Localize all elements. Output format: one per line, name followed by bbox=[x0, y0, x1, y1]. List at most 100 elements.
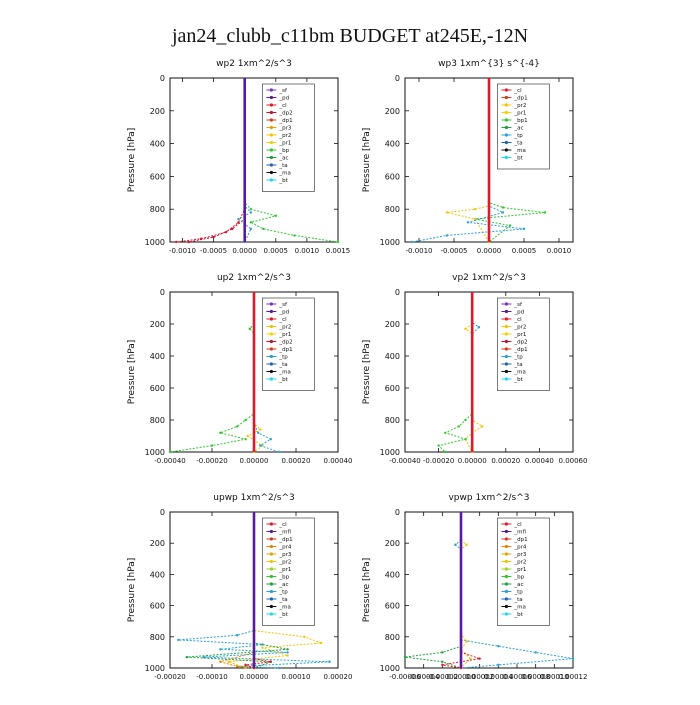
series-line-dp2 bbox=[188, 78, 246, 243]
legend-marker bbox=[269, 133, 273, 137]
y-tick-label: 600 bbox=[150, 602, 165, 611]
data-point bbox=[481, 425, 484, 428]
data-point bbox=[328, 660, 331, 663]
legend-label: _dp2 bbox=[278, 340, 292, 346]
x-tick-label: 0.00008 bbox=[521, 673, 550, 681]
x-tick-label: 0.00020 bbox=[324, 673, 353, 681]
legend-marker bbox=[269, 582, 273, 586]
data-point bbox=[262, 227, 265, 231]
y-tick-label: 0 bbox=[160, 74, 165, 83]
legend-marker bbox=[504, 103, 508, 107]
legend-marker bbox=[269, 369, 273, 374]
y-tick-label: 200 bbox=[385, 539, 400, 548]
data-point bbox=[501, 211, 505, 214]
legend-marker bbox=[269, 302, 273, 306]
data-point bbox=[464, 438, 467, 441]
x-tick-label: 0.00004 bbox=[484, 673, 513, 681]
y-tick-label: 800 bbox=[150, 416, 165, 425]
data-point bbox=[286, 654, 289, 657]
chart-title: wp2 1xm^2/s^3 bbox=[216, 59, 292, 69]
y-tick-label: 600 bbox=[385, 602, 400, 611]
data-point bbox=[219, 648, 222, 651]
data-point bbox=[175, 240, 178, 244]
legend-label: _ta bbox=[513, 141, 522, 147]
legend-label: _ma bbox=[278, 605, 290, 611]
x-tick-label: 0.00000 bbox=[458, 457, 487, 465]
data-point bbox=[257, 431, 260, 434]
y-tick-label: 200 bbox=[385, 320, 400, 329]
data-point bbox=[278, 666, 281, 670]
series-line-pr2 bbox=[228, 512, 322, 669]
y-tick-label: 800 bbox=[150, 633, 165, 642]
data-point bbox=[410, 240, 414, 244]
y-tick-label: 0 bbox=[395, 74, 400, 83]
legend-label: _tp bbox=[278, 590, 288, 596]
data-point bbox=[497, 644, 500, 648]
y-tick-label: 400 bbox=[385, 352, 400, 361]
legend-marker bbox=[269, 604, 273, 609]
legend-label: _pd bbox=[513, 310, 524, 316]
x-tick-label: 0.00020 bbox=[282, 457, 311, 465]
legend-label: _bt bbox=[278, 612, 288, 618]
legend-marker bbox=[504, 522, 508, 526]
legend-marker bbox=[504, 140, 508, 145]
x-tick-label: 0.0010 bbox=[295, 247, 320, 255]
y-tick-label: 800 bbox=[385, 205, 400, 214]
legend-label: _cl bbox=[513, 88, 522, 94]
data-point bbox=[185, 655, 188, 659]
chart-panel: wp2 1xm^2/s^3 0 200 400 600 800 1000 -0.0010 -0.… bbox=[127, 59, 350, 255]
y-axis-label: Pressure [hPa] bbox=[127, 340, 137, 405]
data-point bbox=[237, 217, 240, 221]
data-point bbox=[236, 425, 239, 428]
data-point bbox=[478, 657, 481, 660]
x-tick-label: 0.00000 bbox=[240, 457, 269, 465]
data-point bbox=[227, 660, 230, 663]
x-tick-label: -0.0005 bbox=[440, 247, 467, 255]
y-tick-label: 1000 bbox=[145, 664, 165, 673]
data-point bbox=[244, 418, 247, 422]
x-tick-label: 0.00000 bbox=[240, 673, 269, 681]
legend-label: _mfl bbox=[513, 530, 526, 536]
legend-label: _cl bbox=[278, 103, 287, 109]
x-tick-label: -0.0005 bbox=[200, 247, 227, 255]
y-tick-label: 400 bbox=[150, 352, 165, 361]
data-point bbox=[168, 450, 172, 454]
y-tick-label: 200 bbox=[150, 107, 165, 116]
legend-marker bbox=[504, 133, 508, 137]
y-tick-label: 1000 bbox=[380, 448, 400, 457]
data-point bbox=[269, 660, 272, 663]
y-tick-label: 0 bbox=[160, 288, 165, 297]
legend-marker bbox=[504, 612, 508, 616]
legend-label: _pr1 bbox=[278, 567, 291, 573]
x-tick-label: -0.00006 bbox=[389, 673, 421, 681]
legend-label: _bt bbox=[278, 377, 288, 383]
y-axis-label: Pressure [hPa] bbox=[127, 128, 137, 193]
data-point bbox=[454, 543, 457, 546]
y-tick-label: 600 bbox=[150, 172, 165, 181]
x-tick-label: -0.0010 bbox=[405, 247, 432, 255]
legend-label: _pr2 bbox=[513, 325, 526, 331]
data-point bbox=[259, 428, 262, 431]
legend-marker bbox=[504, 377, 508, 381]
legend-label: _cl bbox=[513, 317, 522, 323]
legend-marker bbox=[504, 354, 508, 359]
legend-marker bbox=[504, 559, 508, 564]
legend-marker bbox=[269, 597, 273, 601]
legend-label: _ac bbox=[278, 582, 288, 588]
figure-title: jan24_clubb_c11bm BUDGET at245E,-12N bbox=[171, 25, 528, 47]
legend-label: _ma bbox=[513, 370, 525, 376]
x-tick-label: 0.0005 bbox=[512, 247, 537, 255]
y-axis-label: Pressure [hPa] bbox=[362, 128, 372, 193]
data-point bbox=[497, 663, 500, 667]
data-point bbox=[445, 234, 449, 237]
x-tick-label: 0.00010 bbox=[282, 673, 311, 681]
legend-marker bbox=[269, 339, 273, 344]
legend-label: _sf bbox=[278, 302, 288, 308]
legend-marker bbox=[269, 163, 273, 167]
legend-label: _dp1 bbox=[278, 347, 292, 353]
data-point bbox=[473, 208, 477, 211]
data-point bbox=[249, 227, 253, 231]
data-point bbox=[403, 655, 407, 659]
legend-marker bbox=[269, 589, 273, 594]
legend-label: _bp bbox=[278, 575, 289, 581]
